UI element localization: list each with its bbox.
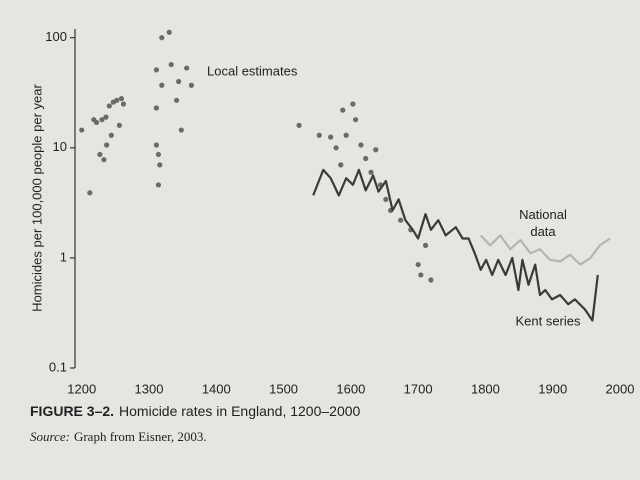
x-tick-label: 1600 bbox=[336, 381, 365, 396]
y-axis-label: Homicides per 100,000 people per year bbox=[29, 84, 44, 312]
data-point bbox=[352, 117, 359, 123]
data-point bbox=[97, 151, 103, 158]
series-label: Kent series bbox=[515, 313, 581, 328]
series-line bbox=[312, 168, 599, 322]
data-point bbox=[106, 103, 112, 109]
data-point bbox=[153, 105, 160, 111]
data-point bbox=[87, 190, 93, 196]
data-point bbox=[153, 67, 160, 73]
data-point bbox=[101, 157, 107, 163]
x-tick-label: 1200 bbox=[67, 381, 96, 396]
data-point bbox=[114, 97, 120, 103]
data-point bbox=[157, 162, 163, 168]
data-point bbox=[168, 61, 174, 68]
data-point bbox=[383, 196, 389, 202]
caption-label: FIGURE 3–2. bbox=[30, 403, 114, 419]
data-point bbox=[343, 132, 349, 138]
data-point bbox=[428, 277, 434, 283]
data-point bbox=[415, 261, 421, 268]
source-label: Source: bbox=[30, 429, 70, 444]
data-point bbox=[159, 35, 165, 41]
data-point bbox=[116, 122, 123, 128]
y-tick-label: 100 bbox=[45, 29, 67, 44]
data-point bbox=[176, 78, 182, 85]
data-point bbox=[184, 65, 190, 71]
data-point bbox=[338, 162, 344, 168]
x-tick-label: 1300 bbox=[135, 381, 164, 396]
data-point bbox=[358, 142, 364, 148]
x-tick-label: 1500 bbox=[269, 381, 298, 396]
data-point bbox=[340, 107, 346, 113]
data-point bbox=[418, 272, 424, 278]
x-tick-label: 1800 bbox=[471, 381, 500, 396]
x-tick-label: 1700 bbox=[404, 381, 433, 396]
data-point bbox=[108, 132, 114, 138]
series-label: Local estimates bbox=[207, 63, 298, 78]
data-point bbox=[93, 119, 100, 126]
data-point bbox=[118, 95, 125, 102]
data-point bbox=[104, 142, 110, 148]
series-line bbox=[479, 234, 611, 266]
caption-text: Homicide rates in England, 1200–2000 bbox=[119, 403, 360, 419]
data-point bbox=[188, 82, 195, 88]
data-point bbox=[120, 101, 127, 107]
data-point bbox=[173, 97, 180, 103]
data-point bbox=[155, 151, 162, 158]
series-label: National data bbox=[519, 207, 567, 239]
source-text: Graph from Eisner, 2003. bbox=[74, 429, 207, 444]
x-tick-label: 1400 bbox=[202, 381, 231, 396]
data-point bbox=[296, 122, 302, 128]
data-point bbox=[363, 155, 369, 162]
data-point bbox=[333, 145, 339, 151]
y-tick-label: 0.1 bbox=[49, 359, 67, 374]
source: Source: Graph from Eisner, 2003. bbox=[30, 429, 207, 444]
caption: FIGURE 3–2. Homicide rates in England, 12… bbox=[30, 403, 361, 419]
data-point bbox=[155, 182, 162, 188]
data-point bbox=[328, 134, 334, 140]
data-point bbox=[422, 242, 429, 248]
data-point bbox=[316, 132, 322, 138]
data-point bbox=[159, 82, 165, 88]
data-point bbox=[373, 147, 379, 153]
data-point bbox=[368, 169, 374, 175]
x-tick-label: 2000 bbox=[606, 381, 635, 396]
y-tick-label: 10 bbox=[53, 139, 67, 154]
data-point bbox=[99, 117, 105, 123]
y-tick-label: 1 bbox=[60, 249, 67, 264]
data-point bbox=[103, 114, 109, 120]
data-point bbox=[350, 101, 356, 107]
data-point bbox=[153, 142, 160, 148]
data-point bbox=[166, 29, 172, 35]
data-point bbox=[398, 217, 404, 223]
x-tick-label: 1900 bbox=[538, 381, 567, 396]
data-point bbox=[178, 127, 184, 133]
data-point bbox=[79, 127, 85, 133]
